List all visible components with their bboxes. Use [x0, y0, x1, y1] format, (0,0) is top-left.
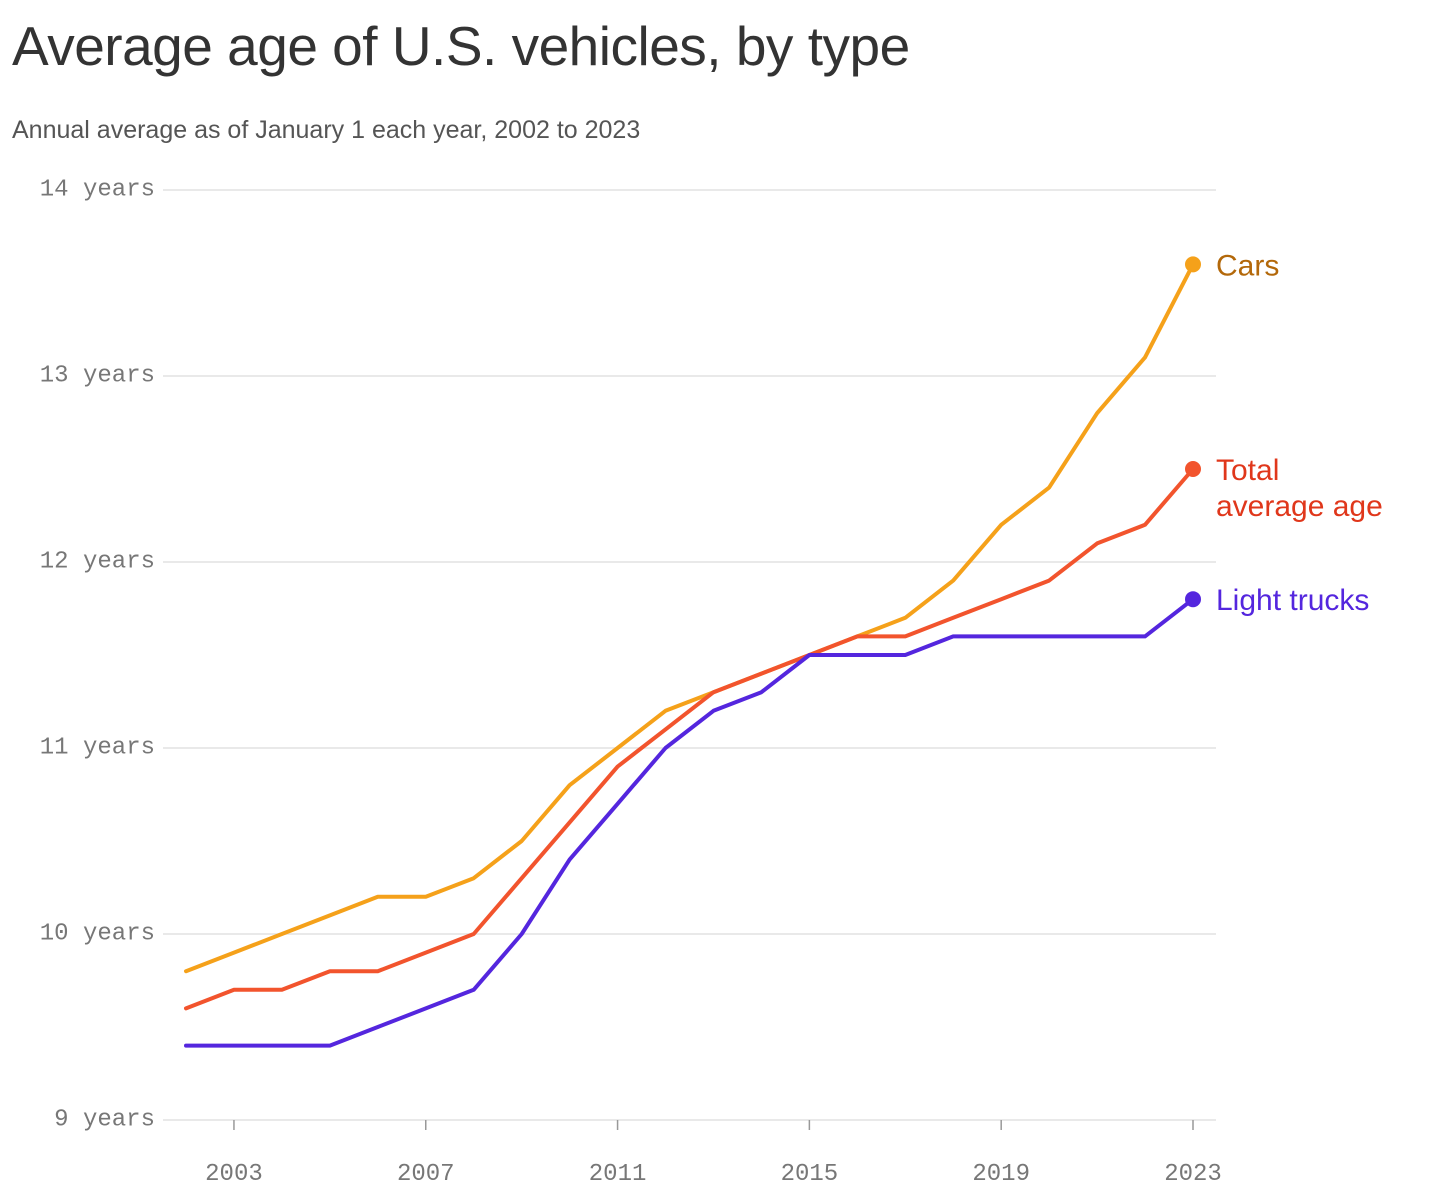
series-lines: [184, 256, 1201, 1048]
x-tick-label: 2003: [205, 1161, 263, 1188]
x-tick-label: 2019: [972, 1161, 1030, 1188]
series-line: [184, 467, 1195, 1011]
series-label-line: average age: [1216, 490, 1383, 523]
y-tick-label: 11 years: [40, 735, 155, 762]
x-tick-label: 2023: [1164, 1161, 1222, 1188]
y-tick-label: 12 years: [40, 549, 155, 576]
series-line: [184, 597, 1195, 1048]
series-label-line: Light trucks: [1216, 584, 1369, 617]
y-tick-label: 14 years: [40, 177, 155, 204]
series-label: Light trucks: [1216, 584, 1369, 617]
chart-subtitle: Annual average as of January 1 each year…: [12, 116, 641, 144]
series-endpoint-dot: [1185, 591, 1201, 608]
x-tick-label: 2011: [589, 1161, 647, 1188]
series-labels: Cars Total average age Light trucks: [1216, 249, 1383, 617]
chart-title: Average age of U.S. vehicles, by type: [12, 15, 910, 77]
series-label: Total average age: [1216, 454, 1383, 523]
y-tick-label: 10 years: [40, 921, 155, 948]
y-tick-label: 13 years: [40, 363, 155, 390]
series-endpoint-dot: [1185, 256, 1201, 273]
y-tick-label: 9 years: [54, 1107, 155, 1134]
series-label-line: Cars: [1216, 249, 1279, 282]
axes: 9 years 10 years 11 years 12 years 13 years 1…: [40, 177, 1222, 1189]
series-endpoint-dot: [1185, 461, 1201, 477]
x-tick-label: 2015: [781, 1161, 839, 1188]
gridlines: [163, 189, 1216, 1121]
series-label: Cars: [1216, 249, 1279, 282]
series-label-line: Total: [1216, 454, 1279, 487]
x-tick-label: 2007: [397, 1161, 455, 1188]
series-line: [184, 262, 1195, 974]
